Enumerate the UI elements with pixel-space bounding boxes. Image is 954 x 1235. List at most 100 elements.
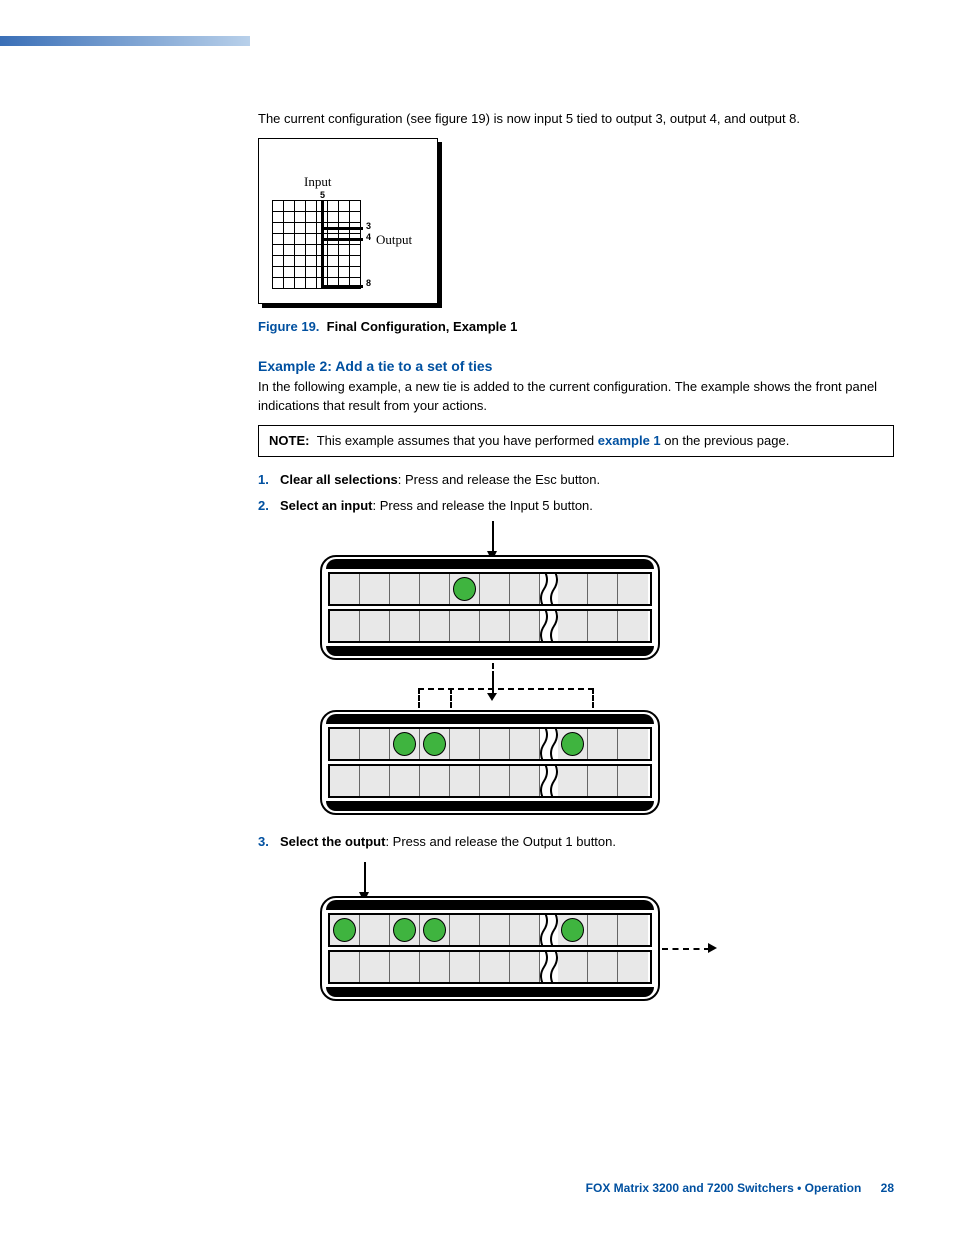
panel-button-2 xyxy=(360,574,390,604)
panel3-row1 xyxy=(328,913,652,947)
panel-button-tail-1 xyxy=(588,952,618,982)
panel-button-1 xyxy=(330,952,360,982)
panel-button-8 xyxy=(558,611,588,641)
panel1-arrow-line xyxy=(492,521,494,553)
fig19-out4: 4 xyxy=(366,232,371,242)
fig19-out3: 3 xyxy=(366,221,371,231)
panel-button-6 xyxy=(480,574,510,604)
steps-list: Clear all selections: Press and release … xyxy=(258,471,894,1001)
panel-button-8 xyxy=(558,766,588,796)
panel-button-4 xyxy=(420,611,450,641)
page-footer: FOX Matrix 3200 and 7200 Switchers • Ope… xyxy=(586,1181,894,1195)
panel-button-3 xyxy=(390,611,420,641)
fig19-tie-out4 xyxy=(321,238,363,241)
fig19-grid xyxy=(272,200,361,289)
panel-button-tail-2 xyxy=(618,611,648,641)
row-break xyxy=(540,915,558,945)
panel3-arrow-line xyxy=(364,862,366,894)
step-3: Select the output: Press and release the… xyxy=(258,833,894,1000)
panel-button-4 xyxy=(420,729,450,759)
panel-button-1 xyxy=(330,766,360,796)
note-label: NOTE: xyxy=(269,433,309,448)
panel2-bracket-l3 xyxy=(592,688,594,708)
fig19-tie-out3 xyxy=(321,227,363,230)
panel2-row1 xyxy=(328,727,652,761)
note-link[interactable]: example 1 xyxy=(598,433,661,448)
panel-button-4 xyxy=(420,915,450,945)
step-1: Clear all selections: Press and release … xyxy=(258,471,894,489)
panel-button-7 xyxy=(510,915,540,945)
fig19-tie-vertical xyxy=(321,200,324,288)
panel-button-8 xyxy=(558,952,588,982)
header-accent-bar xyxy=(0,36,250,46)
figure-19-caption: Figure 19. Final Configuration, Example … xyxy=(258,318,894,336)
panel-button-1 xyxy=(330,574,360,604)
panel-button-1 xyxy=(330,729,360,759)
panel-button-7 xyxy=(510,574,540,604)
panel-button-1 xyxy=(330,611,360,641)
panel-button-3 xyxy=(390,766,420,796)
example2-heading: Example 2: Add a tie to a set of ties xyxy=(258,358,894,374)
panel-button-5 xyxy=(450,611,480,641)
step-2: Select an input: Press and release the I… xyxy=(258,497,894,815)
panel-button-tail-2 xyxy=(618,952,648,982)
panel-button-7 xyxy=(510,952,540,982)
page-content: The current configuration (see figure 19… xyxy=(258,110,894,1011)
panel-button-3 xyxy=(390,574,420,604)
note-post: on the previous page. xyxy=(661,433,790,448)
panel-button-3 xyxy=(390,915,420,945)
panel-button-2 xyxy=(360,915,390,945)
panel-button-8 xyxy=(558,729,588,759)
row-break xyxy=(540,574,558,604)
panel3-to-aux-arrow xyxy=(708,943,717,953)
panel-button-2 xyxy=(360,766,390,796)
footer-text: FOX Matrix 3200 and 7200 Switchers • Ope… xyxy=(586,1181,862,1195)
panel-button-5 xyxy=(450,952,480,982)
fig19-out8: 8 xyxy=(366,278,371,288)
panel3 xyxy=(320,896,660,1001)
panel-button-5 xyxy=(450,766,480,796)
panel-button-7 xyxy=(510,766,540,796)
panel-button-tail-2 xyxy=(618,766,648,796)
panel-button-3 xyxy=(390,729,420,759)
panel1-to-panel2-arrowhead xyxy=(487,693,497,701)
panel-button-6 xyxy=(480,729,510,759)
panel-button-tail-1 xyxy=(588,915,618,945)
panel-button-6 xyxy=(480,915,510,945)
panel-button-6 xyxy=(480,952,510,982)
panel-button-2 xyxy=(360,952,390,982)
panel-button-tail-2 xyxy=(618,729,648,759)
panel2-row2 xyxy=(328,764,652,798)
panel-button-tail-2 xyxy=(618,915,648,945)
figure-19-diagram: Input 5 Output 3 4 8 xyxy=(258,138,443,308)
footer-page: 28 xyxy=(881,1181,894,1195)
panel1-row2 xyxy=(328,609,652,643)
panel-button-tail-2 xyxy=(618,574,648,604)
fig19-number: Figure 19. xyxy=(258,319,319,334)
panel-button-2 xyxy=(360,729,390,759)
panel2-bracket-top xyxy=(418,688,594,690)
row-break xyxy=(540,611,558,641)
row-break xyxy=(540,766,558,796)
panel2-bracket-l2 xyxy=(450,688,452,708)
panel-button-8 xyxy=(558,574,588,604)
panel-button-5 xyxy=(450,574,480,604)
panel-button-tail-1 xyxy=(588,729,618,759)
row-break xyxy=(540,729,558,759)
panel-button-tail-1 xyxy=(588,611,618,641)
panel-button-5 xyxy=(450,729,480,759)
panel-button-6 xyxy=(480,766,510,796)
panel3-to-aux-line xyxy=(662,948,710,950)
panel-button-5 xyxy=(450,915,480,945)
fig19-output-label: Output xyxy=(376,232,412,248)
panel-button-3 xyxy=(390,952,420,982)
panel1-row1 xyxy=(328,572,652,606)
panel-button-7 xyxy=(510,729,540,759)
panel-button-8 xyxy=(558,915,588,945)
panel1 xyxy=(320,555,660,660)
row-break xyxy=(540,952,558,982)
panel-button-tail-1 xyxy=(588,574,618,604)
note-pre: This example assumes that you have perfo… xyxy=(317,433,598,448)
fig19-title: Final Configuration, Example 1 xyxy=(327,319,518,334)
panel2-bracket-l1 xyxy=(418,688,420,708)
